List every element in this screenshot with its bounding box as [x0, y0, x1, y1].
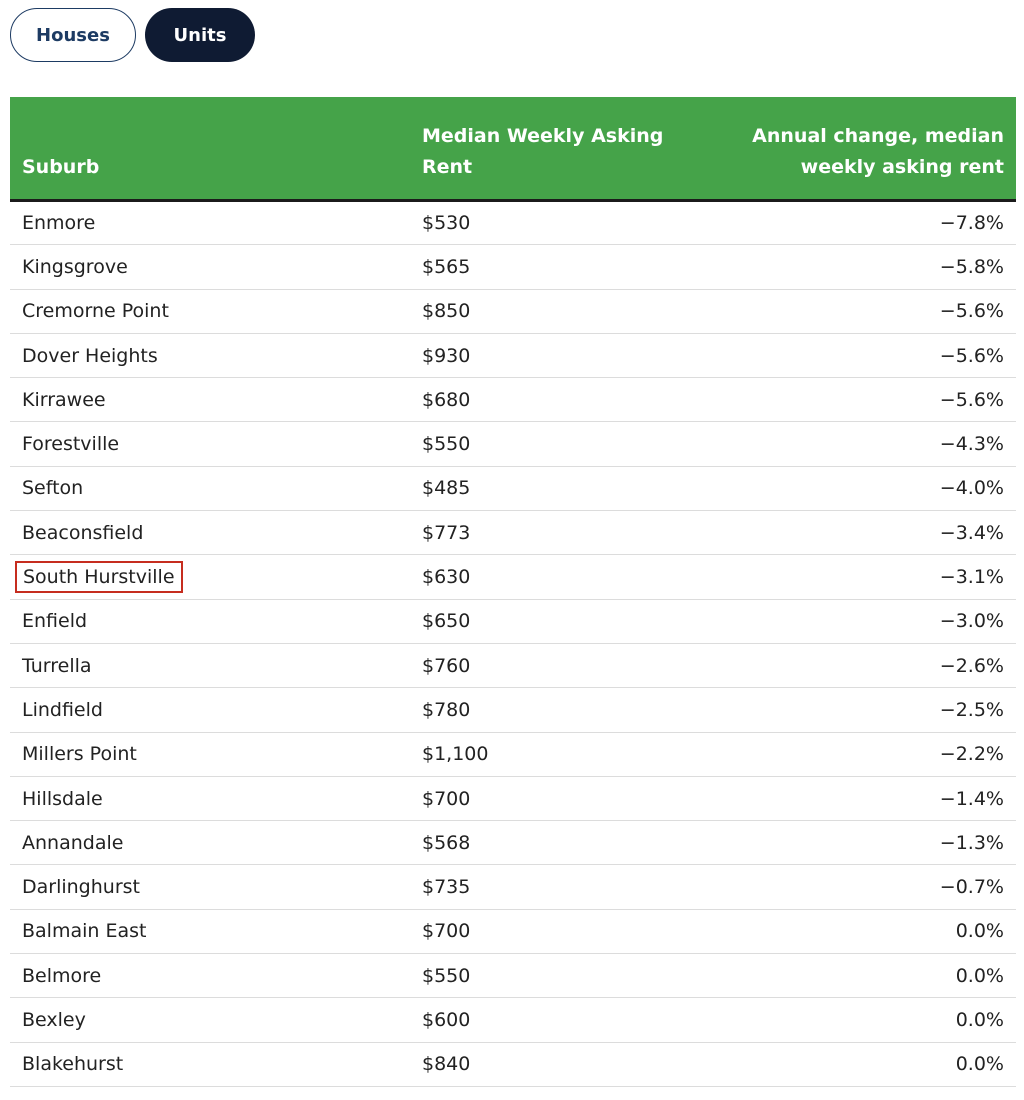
table-cell: −1.3%	[694, 820, 1016, 866]
table-cell: $760	[410, 643, 694, 689]
table-cell: Forestville	[10, 421, 410, 467]
table-cell: $1,100	[410, 732, 694, 777]
table-cell: Kirrawee	[10, 377, 410, 423]
table-cell: −7.8%	[694, 200, 1016, 246]
table-cell: $735	[410, 864, 694, 910]
table-cell: $773	[410, 510, 694, 556]
highlight-box: South Hurstville	[15, 561, 183, 594]
header-cell: Annual change, median weekly asking rent	[694, 97, 1016, 202]
table-row: Kingsgrove $565 −5.8%	[10, 244, 1016, 290]
table-cell: −3.4%	[694, 510, 1016, 556]
table-cell: Lindfield	[10, 687, 410, 733]
table-head: Suburb Median Weekly Asking Rent Annual …	[10, 97, 1016, 202]
header-row: Suburb Median Weekly Asking Rent Annual …	[10, 97, 1016, 202]
table-row: Forestville $550 −4.3%	[10, 421, 1016, 467]
table-cell: −1.4%	[694, 776, 1016, 822]
table-cell: Turrella	[10, 643, 410, 689]
table-row: Kirrawee $680 −5.6%	[10, 377, 1016, 423]
table-cell: Enmore	[10, 200, 410, 246]
table-cell: $780	[410, 687, 694, 733]
table-row: Belmore $550 0.0%	[10, 953, 1016, 999]
table-row: Turrella $760 −2.6%	[10, 643, 1016, 689]
table-cell: −3.1%	[694, 554, 1016, 600]
table-cell: $550	[410, 421, 694, 467]
tab-bar: Houses Units	[10, 8, 255, 62]
table-cell: $930	[410, 333, 694, 379]
table-cell: Cremorne Point	[10, 289, 410, 334]
table-cell: 0.0%	[694, 953, 1016, 999]
table-cell: −4.3%	[694, 421, 1016, 467]
table-cell: Darlinghurst	[10, 864, 410, 910]
table-row: Enfield $650 −3.0%	[10, 599, 1016, 644]
table-cell: 0.0%	[694, 997, 1016, 1043]
table-cell: 0.0%	[694, 1042, 1016, 1087]
table-cell: Bexley	[10, 997, 410, 1043]
table-cell: Enfield	[10, 599, 410, 644]
table-cell: $550	[410, 953, 694, 999]
table-cell: $600	[410, 997, 694, 1043]
table-cell: −5.8%	[694, 244, 1016, 290]
table-row: Dover Heights $930 −5.6%	[10, 333, 1016, 379]
table-cell: Hillsdale	[10, 776, 410, 822]
table-cell: −5.6%	[694, 377, 1016, 423]
table-cell: −4.0%	[694, 466, 1016, 512]
table-cell: Dover Heights	[10, 333, 410, 379]
tab[interactable]: Houses	[10, 8, 136, 62]
table-row: Lindfield $780 −2.5%	[10, 687, 1016, 733]
table-cell: Beaconsfield	[10, 510, 410, 556]
table-cell: $700	[410, 776, 694, 822]
table-cell: −5.6%	[694, 333, 1016, 379]
table-cell: $840	[410, 1042, 694, 1087]
table-cell: Kingsgrove	[10, 244, 410, 290]
table-cell: −2.2%	[694, 732, 1016, 777]
table-cell: Sefton	[10, 466, 410, 512]
table-row: Beaconsfield $773 −3.4%	[10, 510, 1016, 556]
table-row: Balmain East $700 0.0%	[10, 909, 1016, 955]
rent-table: Suburb Median Weekly Asking Rent Annual …	[10, 97, 1016, 1087]
table-cell: Balmain East	[10, 909, 410, 955]
table-cell: Millers Point	[10, 732, 410, 777]
table-cell: −3.0%	[694, 599, 1016, 644]
table-cell: $485	[410, 466, 694, 512]
table-row: Darlinghurst $735 −0.7%	[10, 864, 1016, 910]
table-row: Millers Point $1,100 −2.2%	[10, 732, 1016, 777]
table-row: South Hurstville $630 −3.1%	[10, 554, 1016, 600]
table-cell: $850	[410, 289, 694, 334]
table-body: Enmore $530 −7.8% Kingsgrove $565 −5.8% Cremor…	[10, 200, 1016, 1087]
tab-active[interactable]: Units	[145, 8, 255, 62]
table-cell: −2.5%	[694, 687, 1016, 733]
table-cell: −5.6%	[694, 289, 1016, 334]
table-row: Blakehurst $840 0.0%	[10, 1042, 1016, 1087]
table-row: Sefton $485 −4.0%	[10, 466, 1016, 512]
header-cell: Suburb	[10, 97, 410, 202]
table-cell: $530	[410, 200, 694, 246]
table-row: Annandale $568 −1.3%	[10, 820, 1016, 866]
table-cell: −2.6%	[694, 643, 1016, 689]
table-row: Enmore $530 −7.8%	[10, 200, 1016, 246]
table-cell: Blakehurst	[10, 1042, 410, 1087]
table-cell: $680	[410, 377, 694, 423]
table-cell: −0.7%	[694, 864, 1016, 910]
table-cell: $568	[410, 820, 694, 866]
table-cell: $630	[410, 554, 694, 600]
table-row: Cremorne Point $850 −5.6%	[10, 289, 1016, 334]
table-row: Hillsdale $700 −1.4%	[10, 776, 1016, 822]
table-cell: $565	[410, 244, 694, 290]
table-cell: 0.0%	[694, 909, 1016, 955]
table-cell: South Hurstville	[10, 554, 410, 600]
table-cell: $700	[410, 909, 694, 955]
table-cell: Belmore	[10, 953, 410, 999]
header-cell: Median Weekly Asking Rent	[410, 97, 694, 202]
table-cell: Annandale	[10, 820, 410, 866]
table-cell: $650	[410, 599, 694, 644]
table-row: Bexley $600 0.0%	[10, 997, 1016, 1043]
